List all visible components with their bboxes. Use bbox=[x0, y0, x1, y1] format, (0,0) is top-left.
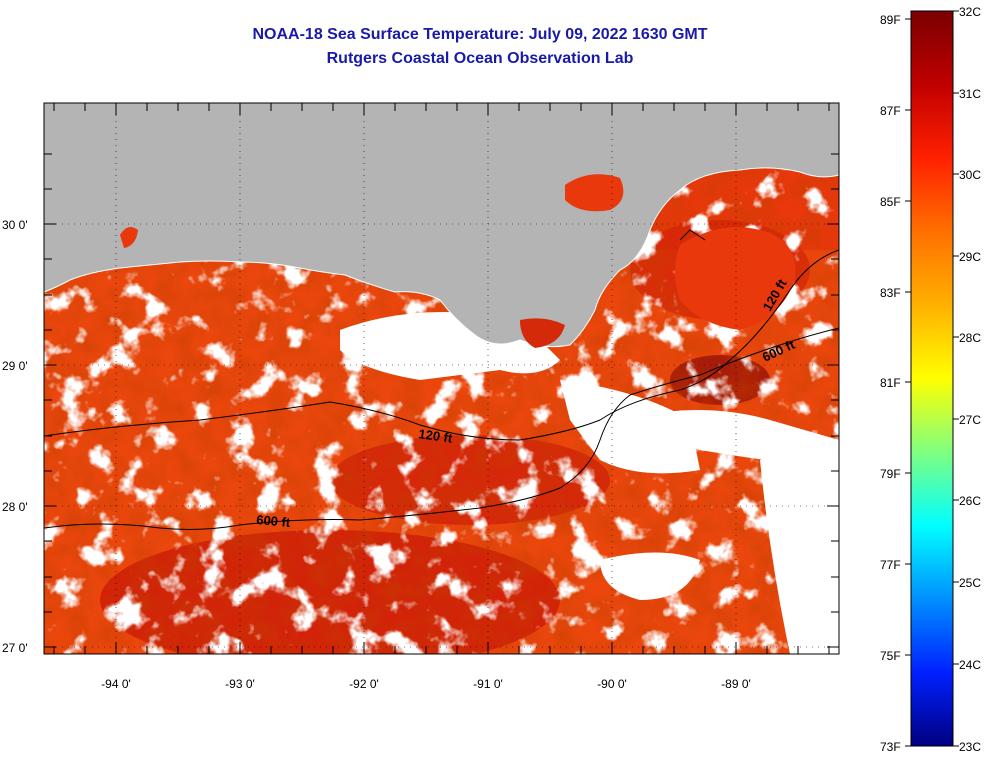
celsius-label: 25C bbox=[959, 576, 981, 590]
fahrenheit-label: 85F bbox=[880, 195, 901, 209]
celsius-label: 31C bbox=[959, 87, 981, 101]
fahrenheit-label: 81F bbox=[880, 376, 901, 390]
fahrenheit-label: 83F bbox=[880, 286, 901, 300]
lon-label: -94 0' bbox=[101, 677, 131, 691]
celsius-label: 27C bbox=[959, 413, 981, 427]
lat-label: 27 0' bbox=[2, 641, 28, 655]
celsius-label: 23C bbox=[959, 740, 981, 754]
celsius-label: 28C bbox=[959, 331, 981, 345]
lat-label: 29 0' bbox=[2, 359, 28, 373]
land-mass bbox=[44, 103, 839, 348]
lon-label: -91 0' bbox=[473, 677, 503, 691]
map-title: NOAA-18 Sea Surface Temperature: July 09… bbox=[252, 26, 708, 43]
map-subtitle: Rutgers Coastal Ocean Observation Lab bbox=[326, 50, 634, 67]
celsius-label: 32C bbox=[959, 5, 981, 19]
celsius-label: 26C bbox=[959, 494, 981, 508]
lon-label: -93 0' bbox=[225, 677, 255, 691]
lat-label: 28 0' bbox=[2, 500, 28, 514]
lon-label: -90 0' bbox=[597, 677, 627, 691]
fahrenheit-label: 73F bbox=[880, 740, 901, 754]
celsius-label: 29C bbox=[959, 250, 981, 264]
contour-label-120ft-west: 120 ft bbox=[418, 426, 454, 446]
lon-label: -89 0' bbox=[721, 677, 751, 691]
contour-label-600ft-west: 600 ft bbox=[256, 512, 292, 530]
bathymetry-contours bbox=[44, 249, 839, 530]
celsius-label: 24C bbox=[959, 658, 981, 672]
lat-label: 30 0' bbox=[2, 218, 28, 232]
graticule bbox=[44, 103, 839, 654]
fahrenheit-label: 87F bbox=[880, 104, 901, 118]
fahrenheit-label: 75F bbox=[880, 649, 901, 663]
color-scale-bar bbox=[910, 10, 954, 747]
fahrenheit-label: 77F bbox=[880, 558, 901, 572]
fahrenheit-label: 89F bbox=[880, 13, 901, 27]
lon-label: -92 0' bbox=[349, 677, 379, 691]
map-frame bbox=[43, 102, 840, 655]
fahrenheit-label: 79F bbox=[880, 467, 901, 481]
celsius-label: 30C bbox=[959, 168, 981, 182]
